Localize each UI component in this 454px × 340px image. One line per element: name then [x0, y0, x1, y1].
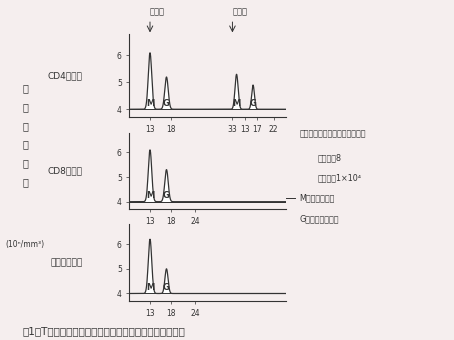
- Text: 初感染: 初感染: [150, 7, 165, 17]
- Text: ラ: ラ: [22, 102, 28, 112]
- Text: 感染スポロゾイト数（個／羽）: 感染スポロゾイト数（個／羽）: [300, 129, 366, 138]
- Text: M: M: [146, 283, 154, 292]
- Text: 再感染: 再感染: [232, 7, 247, 17]
- Text: CD8除去鶏: CD8除去鶏: [47, 166, 83, 175]
- Text: 初感染：8: 初感染：8: [318, 153, 342, 162]
- Text: 図1　T細胞サブセット除去鶏でのパラシテミア出現状況: 図1 T細胞サブセット除去鶏でのパラシテミア出現状況: [23, 327, 186, 337]
- Text: M：メロゾイト: M：メロゾイト: [300, 194, 335, 203]
- Text: M: M: [232, 99, 241, 108]
- Text: G: G: [250, 99, 257, 108]
- Text: (10ⁿ/mm³): (10ⁿ/mm³): [5, 240, 44, 249]
- Text: 再感染：1×10⁴: 再感染：1×10⁴: [318, 173, 362, 182]
- Text: ミ: ミ: [22, 158, 28, 168]
- Text: CD4除去鶏: CD4除去鶏: [48, 71, 83, 80]
- Text: M: M: [146, 191, 154, 201]
- Text: パ: パ: [22, 83, 28, 94]
- Text: G: G: [163, 283, 170, 292]
- Text: ア: ア: [22, 177, 28, 187]
- Text: G: G: [163, 99, 170, 108]
- Text: シ: シ: [22, 121, 28, 131]
- Text: テ: テ: [22, 139, 28, 150]
- Text: M: M: [146, 99, 154, 108]
- Text: 無処理対照鶏: 無処理対照鶏: [50, 258, 83, 267]
- Text: G：ガメトサイト: G：ガメトサイト: [300, 214, 339, 223]
- Text: G: G: [163, 191, 170, 201]
